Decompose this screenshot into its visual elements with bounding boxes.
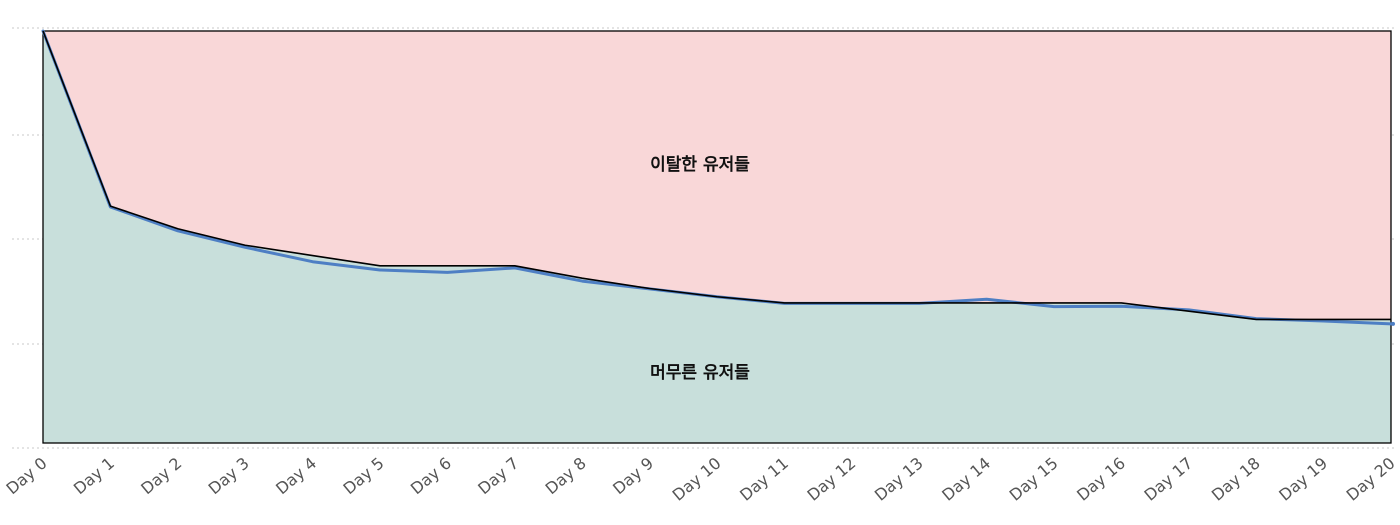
x-tick-label: Day 9 xyxy=(609,454,657,499)
retained-area xyxy=(43,31,1391,443)
x-tick-label: Day 18 xyxy=(1208,454,1264,505)
x-tick-label: Day 6 xyxy=(407,454,455,499)
x-tick-label: Day 4 xyxy=(272,454,320,499)
trend-end-point xyxy=(1391,321,1395,326)
x-tick-label: Day 7 xyxy=(474,454,522,499)
line-layer xyxy=(41,29,1395,326)
x-tick-label: Day 8 xyxy=(542,454,590,499)
x-tick-label: Day 11 xyxy=(736,454,792,505)
x-tick-label: Day 13 xyxy=(871,454,927,505)
x-tick-labels: Day 0 Day 1 Day 2 Day 3 Day 4 Day 5 Day 6 Day 7… xyxy=(2,454,1398,505)
retained-users-label: 머무른 유저들 xyxy=(650,363,750,383)
x-tick-label: Day 20 xyxy=(1343,454,1399,505)
churned-users-label: 이탈한 유저들 xyxy=(650,154,750,175)
x-tick-label: Day 14 xyxy=(938,454,994,505)
area-layer xyxy=(42,30,1392,444)
x-tick-label: Day 0 xyxy=(2,454,50,499)
x-tick-label: Day 5 xyxy=(339,454,387,499)
x-tick-label: Day 16 xyxy=(1073,454,1129,505)
churned-area xyxy=(43,31,1391,320)
x-tick-label: Day 17 xyxy=(1140,454,1196,505)
label-layer: 이탈한 유저들 머무른 유저들 xyxy=(650,154,750,383)
x-tick-label: Day 19 xyxy=(1275,454,1331,505)
x-tick-label: Day 2 xyxy=(137,454,185,499)
x-tick-label: Day 10 xyxy=(669,454,725,505)
plot-frame xyxy=(42,30,1392,444)
x-tick-label: Day 12 xyxy=(803,454,859,505)
retained-line xyxy=(42,30,1391,321)
x-tick-label: Day 15 xyxy=(1006,454,1062,505)
x-tick-label: Day 1 xyxy=(70,454,118,499)
x-tick-label: Day 3 xyxy=(205,454,253,499)
